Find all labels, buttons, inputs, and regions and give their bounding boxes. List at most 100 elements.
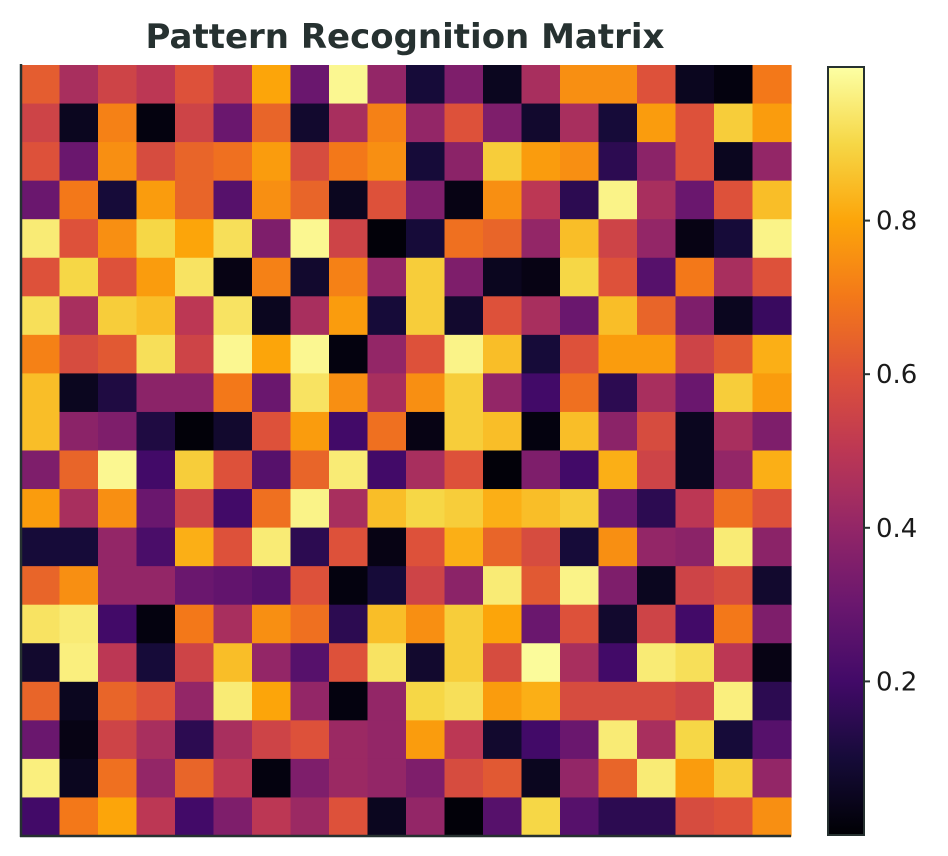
heatmap-cell [483, 527, 523, 567]
heatmap-cell [444, 103, 484, 143]
heatmap-cell [136, 257, 176, 297]
heatmap-cell [98, 257, 138, 297]
heatmap-cell [714, 411, 754, 452]
heatmap-cell [637, 604, 677, 644]
heatmap-cell [714, 527, 754, 567]
heatmap-cell [521, 797, 561, 837]
heatmap-cell [59, 797, 99, 837]
heatmap-cell [175, 720, 215, 760]
heatmap-cell [213, 720, 253, 760]
heatmap-cell [444, 758, 484, 799]
heatmap-cell [367, 758, 407, 799]
heatmap-cell [598, 219, 638, 259]
heatmap-cell [136, 527, 176, 567]
heatmap-cell [136, 334, 176, 374]
heatmap-cell [98, 103, 138, 143]
heatmap-cell [252, 797, 292, 837]
heatmap-cell [521, 257, 561, 297]
heatmap-cell [483, 450, 523, 490]
heatmap-cell [367, 681, 407, 721]
heatmap-cell [675, 180, 715, 220]
heatmap-cell [598, 527, 638, 567]
heatmap-cell [213, 296, 253, 336]
heatmap-cell [406, 797, 446, 837]
heatmap-cell [714, 257, 754, 297]
heatmap-cell [521, 450, 561, 490]
heatmap-cell [406, 219, 446, 259]
heatmap-cell [714, 797, 754, 837]
heatmap-cell [560, 296, 600, 336]
heatmap-cell [675, 411, 715, 452]
heatmap-cell [675, 797, 715, 837]
heatmap-cell [752, 604, 792, 644]
heatmap-cell [637, 334, 677, 374]
heatmap-cell [98, 180, 138, 220]
heatmap-cell [21, 604, 61, 644]
heatmap-cell [598, 797, 638, 837]
heatmap-cell [521, 334, 561, 374]
heatmap-cell [21, 296, 61, 336]
heatmap-cell [637, 450, 677, 490]
heatmap-cell [98, 65, 138, 105]
heatmap-cell [483, 219, 523, 259]
heatmap-cell [675, 65, 715, 105]
heatmap-cell [367, 296, 407, 336]
heatmap-cell [175, 180, 215, 220]
heatmap-cell [329, 411, 369, 452]
heatmap-cell [444, 450, 484, 490]
heatmap-cell [560, 142, 600, 182]
heatmap-cell [752, 142, 792, 182]
heatmap-cell [213, 604, 253, 644]
heatmap-cell [560, 334, 600, 374]
heatmap-cell [444, 219, 484, 259]
heatmap-cell [714, 296, 754, 336]
heatmap-cell [637, 527, 677, 567]
heatmap-cell [290, 411, 330, 452]
colorbar [827, 66, 865, 836]
heatmap-cell [21, 681, 61, 721]
heatmap-cell [598, 720, 638, 760]
heatmap-cell [714, 720, 754, 760]
heatmap-cell [637, 103, 677, 143]
heatmap-cell [290, 527, 330, 567]
heatmap-cell [444, 411, 484, 452]
heatmap-cell [598, 604, 638, 644]
heatmap-cell [59, 296, 99, 336]
heatmap-cell [21, 489, 61, 529]
heatmap-cell [136, 65, 176, 105]
heatmap-cell [483, 797, 523, 837]
heatmap-cell [675, 103, 715, 143]
heatmap-cell [367, 450, 407, 490]
heatmap-cell [637, 219, 677, 259]
heatmap-cell [59, 219, 99, 259]
heatmap-cell [483, 103, 523, 143]
heatmap-cell [444, 373, 484, 413]
heatmap-cell [714, 219, 754, 259]
heatmap-cell [175, 65, 215, 105]
heatmap-cell [560, 758, 600, 799]
heatmap-cell [521, 527, 561, 567]
heatmap-cell [521, 103, 561, 143]
heatmap-cell [560, 797, 600, 837]
heatmap-cell [98, 527, 138, 567]
heatmap-cell [483, 489, 523, 529]
heatmap-cell [21, 450, 61, 490]
heatmap-cell [98, 604, 138, 644]
heatmap-cell [752, 373, 792, 413]
heatmap-cell [752, 334, 792, 374]
heatmap-cell [21, 643, 61, 683]
heatmap-cell [59, 566, 99, 606]
heatmap-cell [406, 296, 446, 336]
heatmap-cell [444, 643, 484, 683]
heatmap-cell [329, 566, 369, 606]
heatmap-cell [59, 180, 99, 220]
heatmap-cell [521, 296, 561, 336]
heatmap-cell [406, 604, 446, 644]
heatmap-cell [637, 296, 677, 336]
heatmap-cell [483, 296, 523, 336]
heatmap-cell [598, 566, 638, 606]
heatmap-cell [290, 566, 330, 606]
heatmap-cell [752, 681, 792, 721]
heatmap-cell [598, 65, 638, 105]
